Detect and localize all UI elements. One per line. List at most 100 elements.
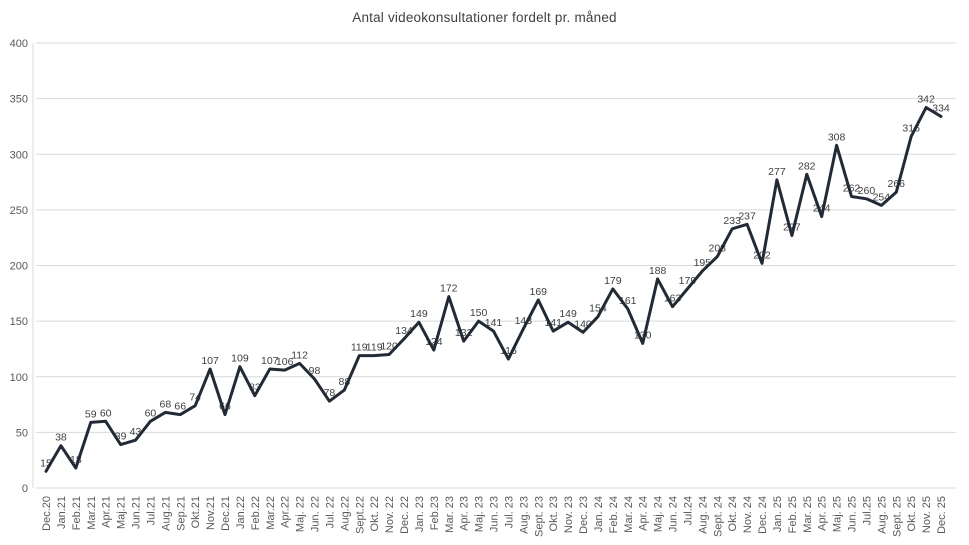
x-tick-label: Maj. 24 [653, 496, 665, 532]
x-tick-label: Jun. 25 [847, 496, 859, 532]
x-tick-label: Feb. 24 [608, 496, 620, 533]
data-point-label: 342 [917, 94, 935, 106]
data-point-label: 237 [738, 210, 756, 222]
x-tick-label: Jul. 23 [503, 496, 515, 528]
y-tick-label: 50 [16, 427, 28, 439]
x-tick-label: Maj. 22 [295, 496, 307, 532]
x-tick-label: Jan. 25 [772, 496, 784, 532]
y-tick-label: 200 [10, 261, 28, 273]
data-point-label: 150 [470, 307, 488, 319]
data-point-label: 112 [291, 349, 308, 361]
x-tick-label: Mar. 23 [444, 496, 456, 533]
x-tick-label: Mar.21 [86, 496, 98, 530]
x-tick-label: Dec. 22 [399, 496, 411, 534]
y-gridlines [32, 42, 956, 489]
data-point-label: 149 [410, 308, 428, 320]
x-tick-label: Jul.24 [682, 496, 694, 525]
series-line [44, 106, 943, 473]
x-tick-label: Feb. 25 [787, 496, 799, 533]
data-point-label: 308 [828, 131, 846, 143]
data-point-label: 119 [351, 342, 368, 354]
data-point-label: 277 [768, 166, 786, 178]
data-point-label: 107 [261, 355, 279, 367]
x-tick-label: Apr.21 [101, 496, 113, 528]
x-tick-label: Jun. 22 [310, 496, 322, 532]
x-tick-label: Aug. 23 [518, 496, 530, 534]
data-point-label: 43 [130, 426, 142, 438]
data-point-label: 179 [604, 275, 622, 287]
x-tick-label: Aug.21 [160, 496, 172, 531]
data-point-label: 106 [276, 356, 294, 368]
x-tick-label: Mar.22 [265, 496, 277, 530]
x-tick-label: Sept. 24 [712, 496, 724, 537]
x-tick-label: Sep.21 [175, 496, 187, 531]
x-tick-label: Okt. 24 [727, 496, 739, 531]
data-point-label: 141 [485, 317, 503, 329]
data-point-label: 334 [932, 102, 950, 114]
x-tick-label: Dec. 24 [757, 496, 769, 534]
data-point-label: 109 [231, 353, 249, 365]
x-tick-label: Feb.21 [71, 496, 83, 530]
data-point-label: 83 [249, 382, 261, 394]
x-tick-label: Jan.21 [56, 496, 68, 529]
x-axis-labels: Dec.20 Jan.21 Feb.21 Mar.21 Apr.21 Maj.21 Jun.… [41, 496, 948, 537]
x-tick-label: Nov. 22 [384, 496, 396, 533]
data-point-label: 66 [174, 401, 186, 413]
data-point-label: 59 [85, 408, 97, 420]
x-tick-label: Feb.22 [250, 496, 262, 530]
x-tick-label: Aug. 25 [876, 496, 888, 534]
data-point-label: 98 [309, 365, 321, 377]
x-tick-label: Maj. 25 [832, 496, 844, 532]
x-tick-label: Nov. 25 [921, 496, 933, 533]
x-tick-label: Maj.21 [116, 496, 128, 529]
x-tick-label: Apr. 25 [817, 496, 829, 531]
y-tick-label: 0 [22, 483, 28, 495]
y-tick-label: 250 [10, 205, 28, 217]
y-tick-label: 400 [10, 38, 28, 50]
x-tick-label: Aug.22 [339, 496, 351, 531]
x-tick-label: Sept. 23 [533, 496, 545, 537]
x-tick-label: Okt. 25 [906, 496, 918, 531]
x-tick-label: Jul.21 [145, 496, 157, 525]
data-point-label: 18 [70, 454, 82, 466]
x-tick-label: Jun.21 [131, 496, 143, 529]
data-point-label: 39 [115, 431, 127, 443]
x-tick-label: Nov.21 [205, 496, 217, 530]
x-tick-label: Feb.23 [429, 496, 441, 530]
y-tick-label: 150 [10, 316, 28, 328]
y-axis-labels: 0 50 100 150 200 250 300 350 400 [10, 38, 28, 495]
x-tick-label: Apr.22 [280, 496, 292, 528]
x-tick-label: Aug. 24 [697, 496, 709, 534]
data-point-label: 68 [159, 398, 171, 410]
x-tick-label: Nov. 24 [742, 496, 754, 533]
data-point-label: 172 [440, 283, 458, 295]
data-point-label: 119 [366, 342, 383, 354]
data-point-label: 74 [189, 392, 201, 404]
x-tick-label: Jan.22 [235, 496, 247, 529]
data-point-label: 60 [145, 407, 157, 419]
x-tick-label: Nov. 23 [563, 496, 575, 533]
x-tick-label: Apr. 23 [459, 496, 471, 531]
series [44, 106, 943, 473]
data-point-label: 66 [219, 401, 231, 413]
x-tick-label: Okt. 23 [548, 496, 560, 531]
chart-title: Antal videokonsultationer fordelt pr. må… [352, 10, 617, 25]
x-tick-label: Jul. 22 [324, 496, 336, 528]
x-tick-label: Jan. 24 [593, 496, 605, 532]
data-point-label: 88 [338, 376, 350, 388]
data-point-label: 78 [324, 387, 336, 399]
data-point-label: 149 [559, 308, 577, 320]
x-tick-label: Okt. 22 [369, 496, 381, 531]
data-point-label: 282 [798, 160, 816, 172]
x-tick-label: Mar. 25 [802, 496, 814, 533]
y-tick-label: 350 [10, 94, 28, 106]
y-tick-label: 300 [10, 149, 28, 161]
data-point-label: 107 [201, 355, 219, 367]
data-point-label: 188 [649, 265, 667, 277]
x-tick-label: Sept. 25 [891, 496, 903, 537]
x-tick-label: Apr. 24 [638, 496, 650, 531]
data-point-label: 233 [723, 215, 741, 227]
